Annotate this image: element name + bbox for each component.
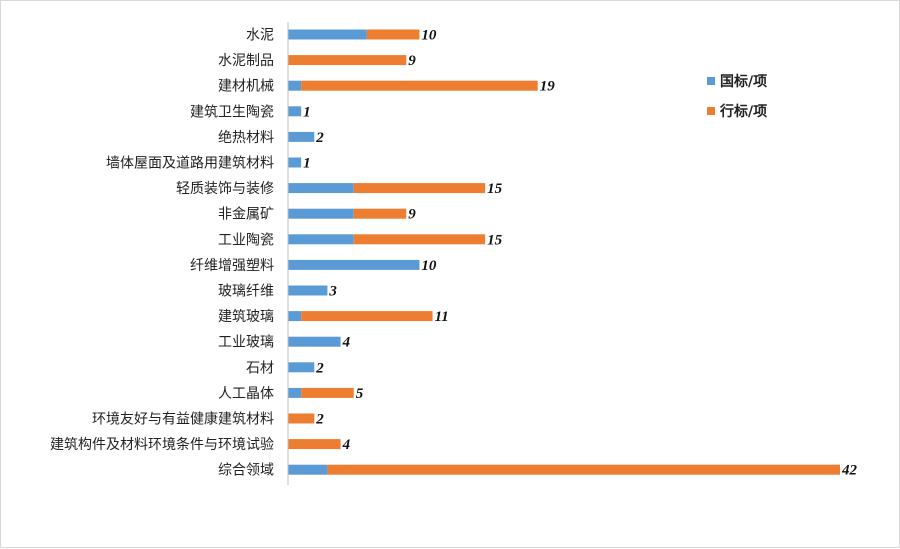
bar-segment-guobiao: [288, 464, 328, 475]
data-label: 2: [315, 130, 324, 146]
data-label: 9: [408, 53, 416, 69]
bar-segment-guobiao: [288, 362, 315, 373]
bar-segment-hangbiao: [353, 183, 486, 194]
bar-segment-hangbiao: [288, 439, 341, 450]
category-label: 绝热材料: [218, 130, 274, 146]
legend-swatch: [707, 77, 715, 85]
bar-segment-guobiao: [288, 387, 302, 398]
bar-segment-hangbiao: [301, 387, 354, 398]
bar-segment-hangbiao: [301, 311, 433, 322]
bar-segment-guobiao: [288, 285, 328, 296]
bar-segment-guobiao: [288, 106, 302, 117]
data-label: 9: [408, 207, 416, 223]
bar-segment-guobiao: [288, 80, 302, 91]
data-label: 1: [303, 104, 311, 120]
category-label: 建筑玻璃: [218, 308, 274, 325]
bar-segment-guobiao: [288, 259, 420, 270]
category-label: 人工晶体: [218, 386, 274, 402]
bar-segment-guobiao: [288, 157, 302, 168]
bar-segment-guobiao: [288, 131, 315, 142]
bar-segment-guobiao: [288, 336, 341, 347]
bar-segment-hangbiao: [327, 464, 840, 475]
bar-segment-guobiao: [288, 234, 354, 245]
category-label: 综合领域: [218, 463, 274, 479]
category-label: 石材: [246, 360, 274, 376]
category-label: 工业陶瓷: [218, 232, 274, 248]
legend-swatch: [707, 107, 715, 115]
data-label: 2: [315, 412, 324, 428]
category-label: 纤维增强塑料: [190, 258, 274, 274]
legend: 国标/项行标/项: [707, 73, 767, 120]
data-label: 42: [841, 463, 858, 479]
data-label: 10: [421, 28, 437, 44]
bar-segment-hangbiao: [288, 55, 407, 66]
data-label: 11: [435, 309, 449, 325]
legend-label: 行标/项: [719, 103, 767, 120]
data-label: 4: [342, 335, 351, 351]
category-label: 建筑卫生陶瓷: [190, 104, 274, 120]
bar-segment-hangbiao: [353, 208, 407, 219]
category-label: 建材机械: [218, 79, 274, 95]
bar-segment-hangbiao: [288, 413, 315, 424]
bar-segment-hangbiao: [301, 80, 538, 91]
data-label: 15: [487, 181, 503, 197]
data-label: 4: [342, 437, 351, 453]
bar-segment-guobiao: [288, 311, 302, 322]
category-label: 水泥: [246, 28, 274, 44]
category-label: 墙体屋面及道路用建筑材料: [106, 156, 274, 172]
category-label: 工业玻璃: [218, 334, 274, 351]
category-label: 轻质装饰与装修: [176, 181, 274, 197]
bar-segment-guobiao: [288, 208, 354, 219]
bar-segment-guobiao: [288, 29, 367, 40]
data-label: 15: [487, 232, 503, 248]
legend-label: 国标/项: [720, 73, 767, 90]
bar-segment-hangbiao: [353, 234, 486, 245]
category-label: 建筑构件及材料环境条件与环境试验: [50, 436, 274, 453]
bar-segment-hangbiao: [366, 29, 420, 40]
data-label: 10: [421, 258, 437, 274]
category-label: 水泥制品: [218, 53, 274, 69]
data-label: 1: [303, 156, 311, 172]
category-label: 环境友好与有益健康建筑材料: [92, 411, 274, 428]
data-label: 2: [315, 360, 324, 376]
bars-layer: [288, 29, 840, 475]
category-label: 玻璃纤维: [218, 283, 274, 300]
bar-segment-guobiao: [288, 183, 354, 194]
category-label: 非金属矿: [218, 207, 274, 223]
data-label: 19: [540, 79, 556, 95]
data-label: 3: [328, 284, 337, 300]
data-label: 5: [356, 386, 364, 402]
